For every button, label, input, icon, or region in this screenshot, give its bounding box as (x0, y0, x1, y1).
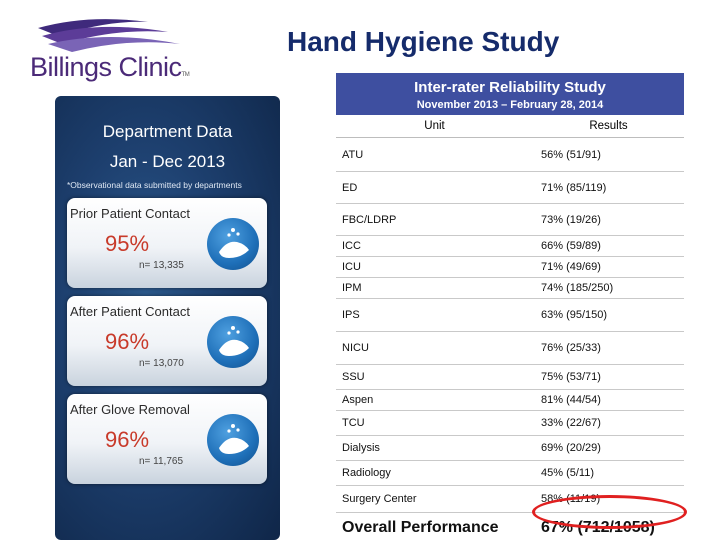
unit-cell: FBC/LDRP (342, 213, 397, 226)
unit-cell: ATU (342, 148, 364, 161)
logo-wordmark: Billings Clinic (30, 52, 182, 82)
table-row: Dialysis 69% (20/29) (336, 436, 684, 461)
result-cell: 81% (44/54) (541, 394, 601, 406)
unit-cell: Aspen (342, 394, 374, 406)
table-row: SSU 75% (53/71) (336, 365, 684, 390)
handwash-icon (207, 218, 259, 270)
unit-cell: Dialysis (342, 442, 380, 454)
department-data-poster: Department Data Jan - Dec 2013 *Observat… (55, 96, 280, 540)
result-cell: 74% (185/250) (541, 282, 614, 294)
unit-cell: TCU (342, 417, 365, 429)
result-cell: 69% (20/29) (541, 442, 601, 454)
table-row: ICC 66% (59/89) (336, 236, 684, 257)
table-row: FBC/LDRP 73% (19/26) (336, 204, 684, 236)
table-title: Inter-rater Reliability Study (414, 79, 606, 96)
card-label: Prior Patient Contact (70, 206, 190, 221)
unit-cell: ICU (342, 261, 361, 273)
table-row: IPM 74% (185/250) (336, 278, 684, 299)
reliability-table: Inter-rater Reliability Study November 2… (336, 73, 684, 543)
card-count: n= 11,765 (139, 456, 184, 467)
logo-text: Billings ClinicTM (30, 52, 190, 83)
page-title: Hand Hygiene Study (287, 26, 560, 57)
result-cell: 75% (53/71) (541, 371, 601, 383)
trademark: TM (181, 72, 190, 78)
handwash-icon (207, 316, 259, 368)
card-count: n= 13,335 (139, 260, 184, 271)
table-header: Inter-rater Reliability Study November 2… (336, 73, 684, 115)
unit-cell: SSU (342, 371, 365, 383)
result-cell: 63% (95/150) (541, 309, 608, 321)
result-cell: 76% (25/33) (541, 342, 601, 354)
column-header-unit: Unit (424, 120, 445, 132)
unit-cell: ED (342, 181, 358, 194)
unit-cell: Surgery Center (342, 493, 417, 505)
overall-label: Overall Performance (342, 519, 499, 536)
table-row: ATU 56% (51/91) (336, 138, 684, 172)
result-cell: 71% (85/119) (541, 181, 607, 194)
column-header-results: Results (589, 120, 628, 132)
card-label: After Patient Contact (70, 304, 190, 319)
result-cell: 45% (5/11) (541, 467, 594, 479)
table-row: NICU 76% (25/33) (336, 332, 684, 365)
result-cell: 56% (51/91) (541, 148, 601, 161)
highlight-circle (532, 495, 687, 529)
unit-cell: NICU (342, 342, 369, 354)
result-cell: 73% (19/26) (541, 213, 601, 226)
column-headers: Unit Results (336, 115, 684, 138)
card-label: After Glove Removal (70, 402, 190, 417)
unit-cell: ICC (342, 240, 361, 252)
unit-cell: IPM (342, 282, 362, 294)
card-percent: 96% (105, 329, 150, 354)
result-cell: 66% (59/89) (541, 240, 601, 252)
card-percent: 96% (105, 427, 150, 452)
stat-card-prior-contact: Prior Patient Contact 95% n= 13,335 (67, 198, 267, 288)
unit-cell: IPS (342, 309, 360, 321)
unit-cell: Radiology (342, 467, 391, 479)
card-count: n= 13,070 (139, 358, 184, 369)
handwash-icon (207, 414, 259, 466)
card-percent: 95% (105, 231, 150, 256)
table-row: Aspen 81% (44/54) (336, 390, 684, 411)
table-row: TCU 33% (22/67) (336, 411, 684, 436)
table-row: IPS 63% (95/150) (336, 299, 684, 332)
poster-heading: Department Data (102, 122, 233, 141)
result-cell: 71% (49/69) (541, 261, 601, 273)
result-cell: 33% (22/67) (541, 417, 601, 429)
poster-date-range: Jan - Dec 2013 (109, 152, 226, 171)
poster-note: *Observational data submitted by departm… (67, 180, 242, 190)
table-row: ED 71% (85/119) (336, 172, 684, 204)
billings-clinic-logo: Billings ClinicTM (28, 14, 203, 84)
stat-card-glove-removal: After Glove Removal 96% n= 11,765 (67, 394, 267, 484)
stat-card-after-contact: After Patient Contact 96% n= 13,070 (67, 296, 267, 386)
table-subtitle: November 2013 – February 28, 2014 (416, 99, 604, 111)
table-body: ATU 56% (51/91) ED 71% (85/119) FBC/LDRP 73% … (336, 138, 684, 543)
swoosh-logo-icon (38, 19, 180, 52)
table-row: Radiology 45% (5/11) (336, 461, 684, 486)
table-row: ICU 71% (49/69) (336, 257, 684, 278)
